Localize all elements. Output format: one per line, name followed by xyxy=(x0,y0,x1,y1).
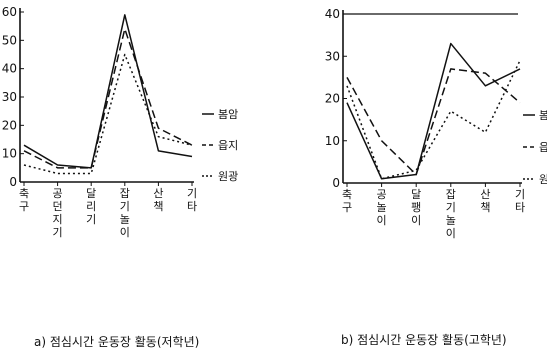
a-chart-caption: a) 점심시간 운동장 활동(저학년) xyxy=(34,335,199,349)
a-legend-label: 읍지 xyxy=(218,139,238,152)
a-y-tick-label: 40 xyxy=(2,62,17,76)
b-y-tick-label: 40 xyxy=(325,7,340,21)
a-series-dashed-line xyxy=(23,28,193,169)
a-legend-label: 봄암 xyxy=(218,108,238,121)
a-legend-label: 원광 xyxy=(218,170,238,183)
a-y-tick-label: 60 xyxy=(2,5,17,19)
b-y-tick-label: 20 xyxy=(325,92,340,106)
a-y-tick-label: 0 xyxy=(9,175,17,189)
b-y-tick-label: 30 xyxy=(325,49,340,63)
a-y-tick-label: 20 xyxy=(2,118,17,132)
b-y-tick-label: 10 xyxy=(325,134,340,148)
a-y-tick-label: 10 xyxy=(2,147,17,161)
b-series-solid-line xyxy=(346,42,521,180)
b-chart-caption: b) 점심시간 운동장 활동(고학년) xyxy=(341,333,507,347)
a-y-tick-label: 50 xyxy=(2,33,17,47)
b-legend-label: 원광 xyxy=(539,173,547,186)
b-series-dashed-line xyxy=(346,68,521,176)
a-y-tick-label: 30 xyxy=(2,90,17,104)
a-series-solid-line xyxy=(23,14,193,169)
b-legend-label: 읍지 xyxy=(539,141,547,154)
a-series-dotted-line xyxy=(23,53,193,175)
b-legend-label: 봄암 xyxy=(539,109,547,122)
b-y-tick-label: 0 xyxy=(332,176,340,190)
